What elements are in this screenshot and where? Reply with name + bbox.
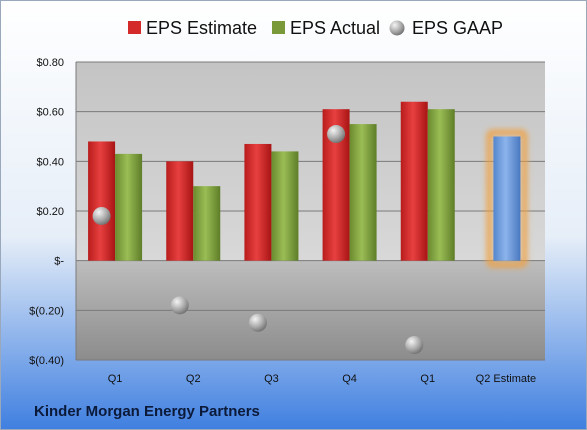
x-tick-label: Q2 Estimate <box>476 373 537 385</box>
x-tick-label: Q4 <box>342 373 357 385</box>
bar-eps-estimate <box>166 161 194 261</box>
y-tick-label: $0.40 <box>36 156 64 168</box>
y-tick-label: $(0.40) <box>29 355 64 367</box>
legend-label-eps-estimate: EPS Estimate <box>146 18 257 38</box>
marker-eps-gaap <box>170 296 189 315</box>
x-tick-label: Q1 <box>108 373 123 385</box>
marker-eps-gaap <box>92 206 111 225</box>
bars <box>88 101 528 355</box>
bar-eps-actual <box>349 124 377 261</box>
bar-eps-estimate <box>244 143 272 261</box>
legend-swatch-eps-gaap <box>389 20 405 36</box>
bar-eps-actual <box>193 186 221 261</box>
y-tick-label: $0.80 <box>36 57 64 69</box>
gridlines <box>75 61 545 361</box>
bar-eps-actual <box>115 153 143 261</box>
bar-eps-estimate <box>88 141 116 261</box>
y-tick-label: $(0.20) <box>29 305 64 317</box>
legend: EPS Estimate EPS Actual EPS GAAP <box>128 18 503 38</box>
y-tick-label: $0.20 <box>36 206 64 218</box>
y-tick-label: $- <box>54 256 64 268</box>
x-tick-label: Q3 <box>264 373 279 385</box>
y-axis-ticks: $0.80 $0.60 $0.40 $0.20 $- $(0.20) $(0.40) <box>29 57 64 367</box>
legend-label-eps-actual: EPS Actual <box>290 18 380 38</box>
bar-eps-actual <box>427 109 455 261</box>
x-axis-ticks: Q1 Q2 Q3 Q4 Q1 Q2 Estimate <box>108 373 536 385</box>
company-name: Kinder Morgan Energy Partners <box>34 403 260 420</box>
y-tick-label: $0.60 <box>36 107 64 119</box>
marker-eps-gaap <box>327 125 346 144</box>
bar-eps-estimate <box>400 101 428 261</box>
marker-eps-gaap <box>248 313 267 332</box>
highlight-glow <box>486 129 528 268</box>
x-tick-label: Q2 <box>186 373 201 385</box>
legend-label-eps-gaap: EPS GAAP <box>412 18 503 38</box>
bar-eps-actual <box>271 151 299 261</box>
marker-eps-gaap <box>405 336 424 355</box>
legend-swatch-eps-actual <box>272 21 285 34</box>
x-tick-label: Q1 <box>420 373 435 385</box>
bar-eps-estimate-q2 <box>493 136 521 261</box>
legend-swatch-eps-estimate <box>128 21 141 34</box>
